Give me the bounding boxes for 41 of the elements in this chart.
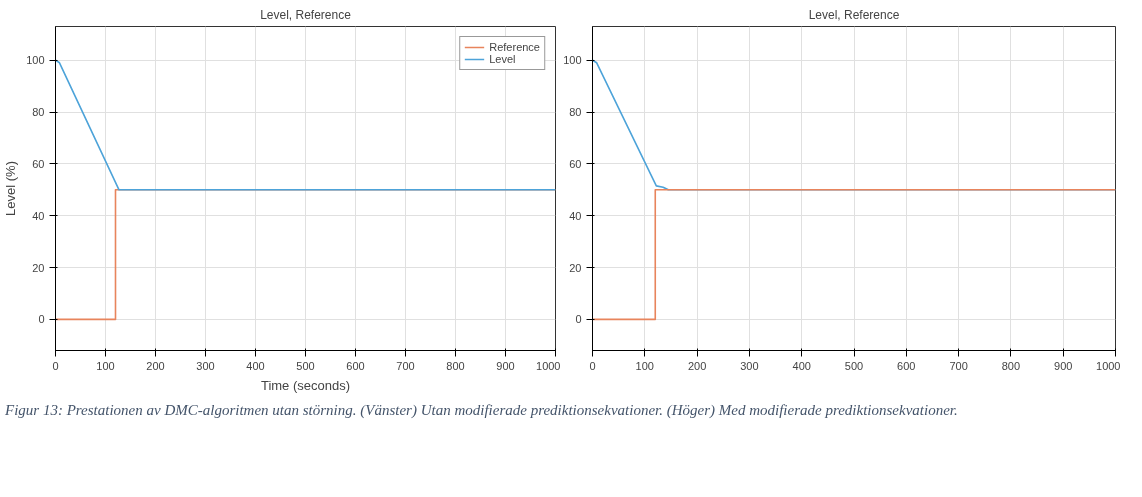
x-tick-label: 200: [146, 359, 165, 372]
x-tick-label: 300: [196, 359, 215, 372]
y-tick-label: 60: [569, 157, 582, 170]
y-tick-label: 60: [32, 157, 45, 170]
x-tick-label: 500: [296, 359, 315, 372]
x-tick-label: 100: [635, 359, 654, 372]
legend-label: Level: [489, 53, 516, 65]
x-tick-label: 1000: [536, 359, 561, 372]
y-tick-label: 80: [32, 106, 45, 119]
y-tick-label: 80: [569, 106, 582, 119]
x-tick-label: 900: [1054, 359, 1073, 372]
x-tick-label: 300: [740, 359, 759, 372]
x-tick-label: 600: [897, 359, 916, 372]
x-tick-label: 400: [246, 359, 265, 372]
y-tick-label: 20: [569, 261, 582, 274]
y-tick-label: 40: [569, 209, 582, 222]
x-tick-label: 400: [792, 359, 811, 372]
x-tick-label: 600: [346, 359, 365, 372]
x-tick-label: 100: [96, 359, 115, 372]
y-tick-label: 100: [563, 54, 582, 67]
chart-title: Level, Reference: [808, 7, 900, 22]
x-tick-label: 1000: [1096, 359, 1121, 372]
x-tick-label: 700: [949, 359, 968, 372]
chart-title: Level, Reference: [260, 7, 352, 22]
x-tick-label: 900: [496, 359, 515, 372]
y-tick-label: 0: [575, 313, 582, 326]
y-tick-label: 20: [32, 261, 45, 274]
y-tick-label: 40: [32, 209, 45, 222]
x-tick-label: 800: [446, 359, 465, 372]
x-tick-label: 700: [396, 359, 415, 372]
x-tick-label: 500: [844, 359, 864, 372]
text: Figur 13: Prestationen av DMC-algoritmen utan störning. (Vänster) Utan modifierade prediktionsekvationer. (Höger) Med modifierade prediktionsekvationer.: [5, 401, 958, 420]
x-tick-label: 0: [52, 359, 59, 372]
x-tick-label: 200: [687, 359, 707, 372]
y-tick-label: 0: [38, 313, 45, 326]
y-tick-label: 100: [26, 54, 45, 67]
x-tick-label: 800: [1001, 359, 1021, 372]
x-axis-title: Time (seconds): [260, 377, 351, 393]
legend-label: Reference: [489, 41, 540, 53]
x-tick-label: 0: [589, 359, 596, 372]
y-axis-title: Level (%): [3, 161, 19, 216]
